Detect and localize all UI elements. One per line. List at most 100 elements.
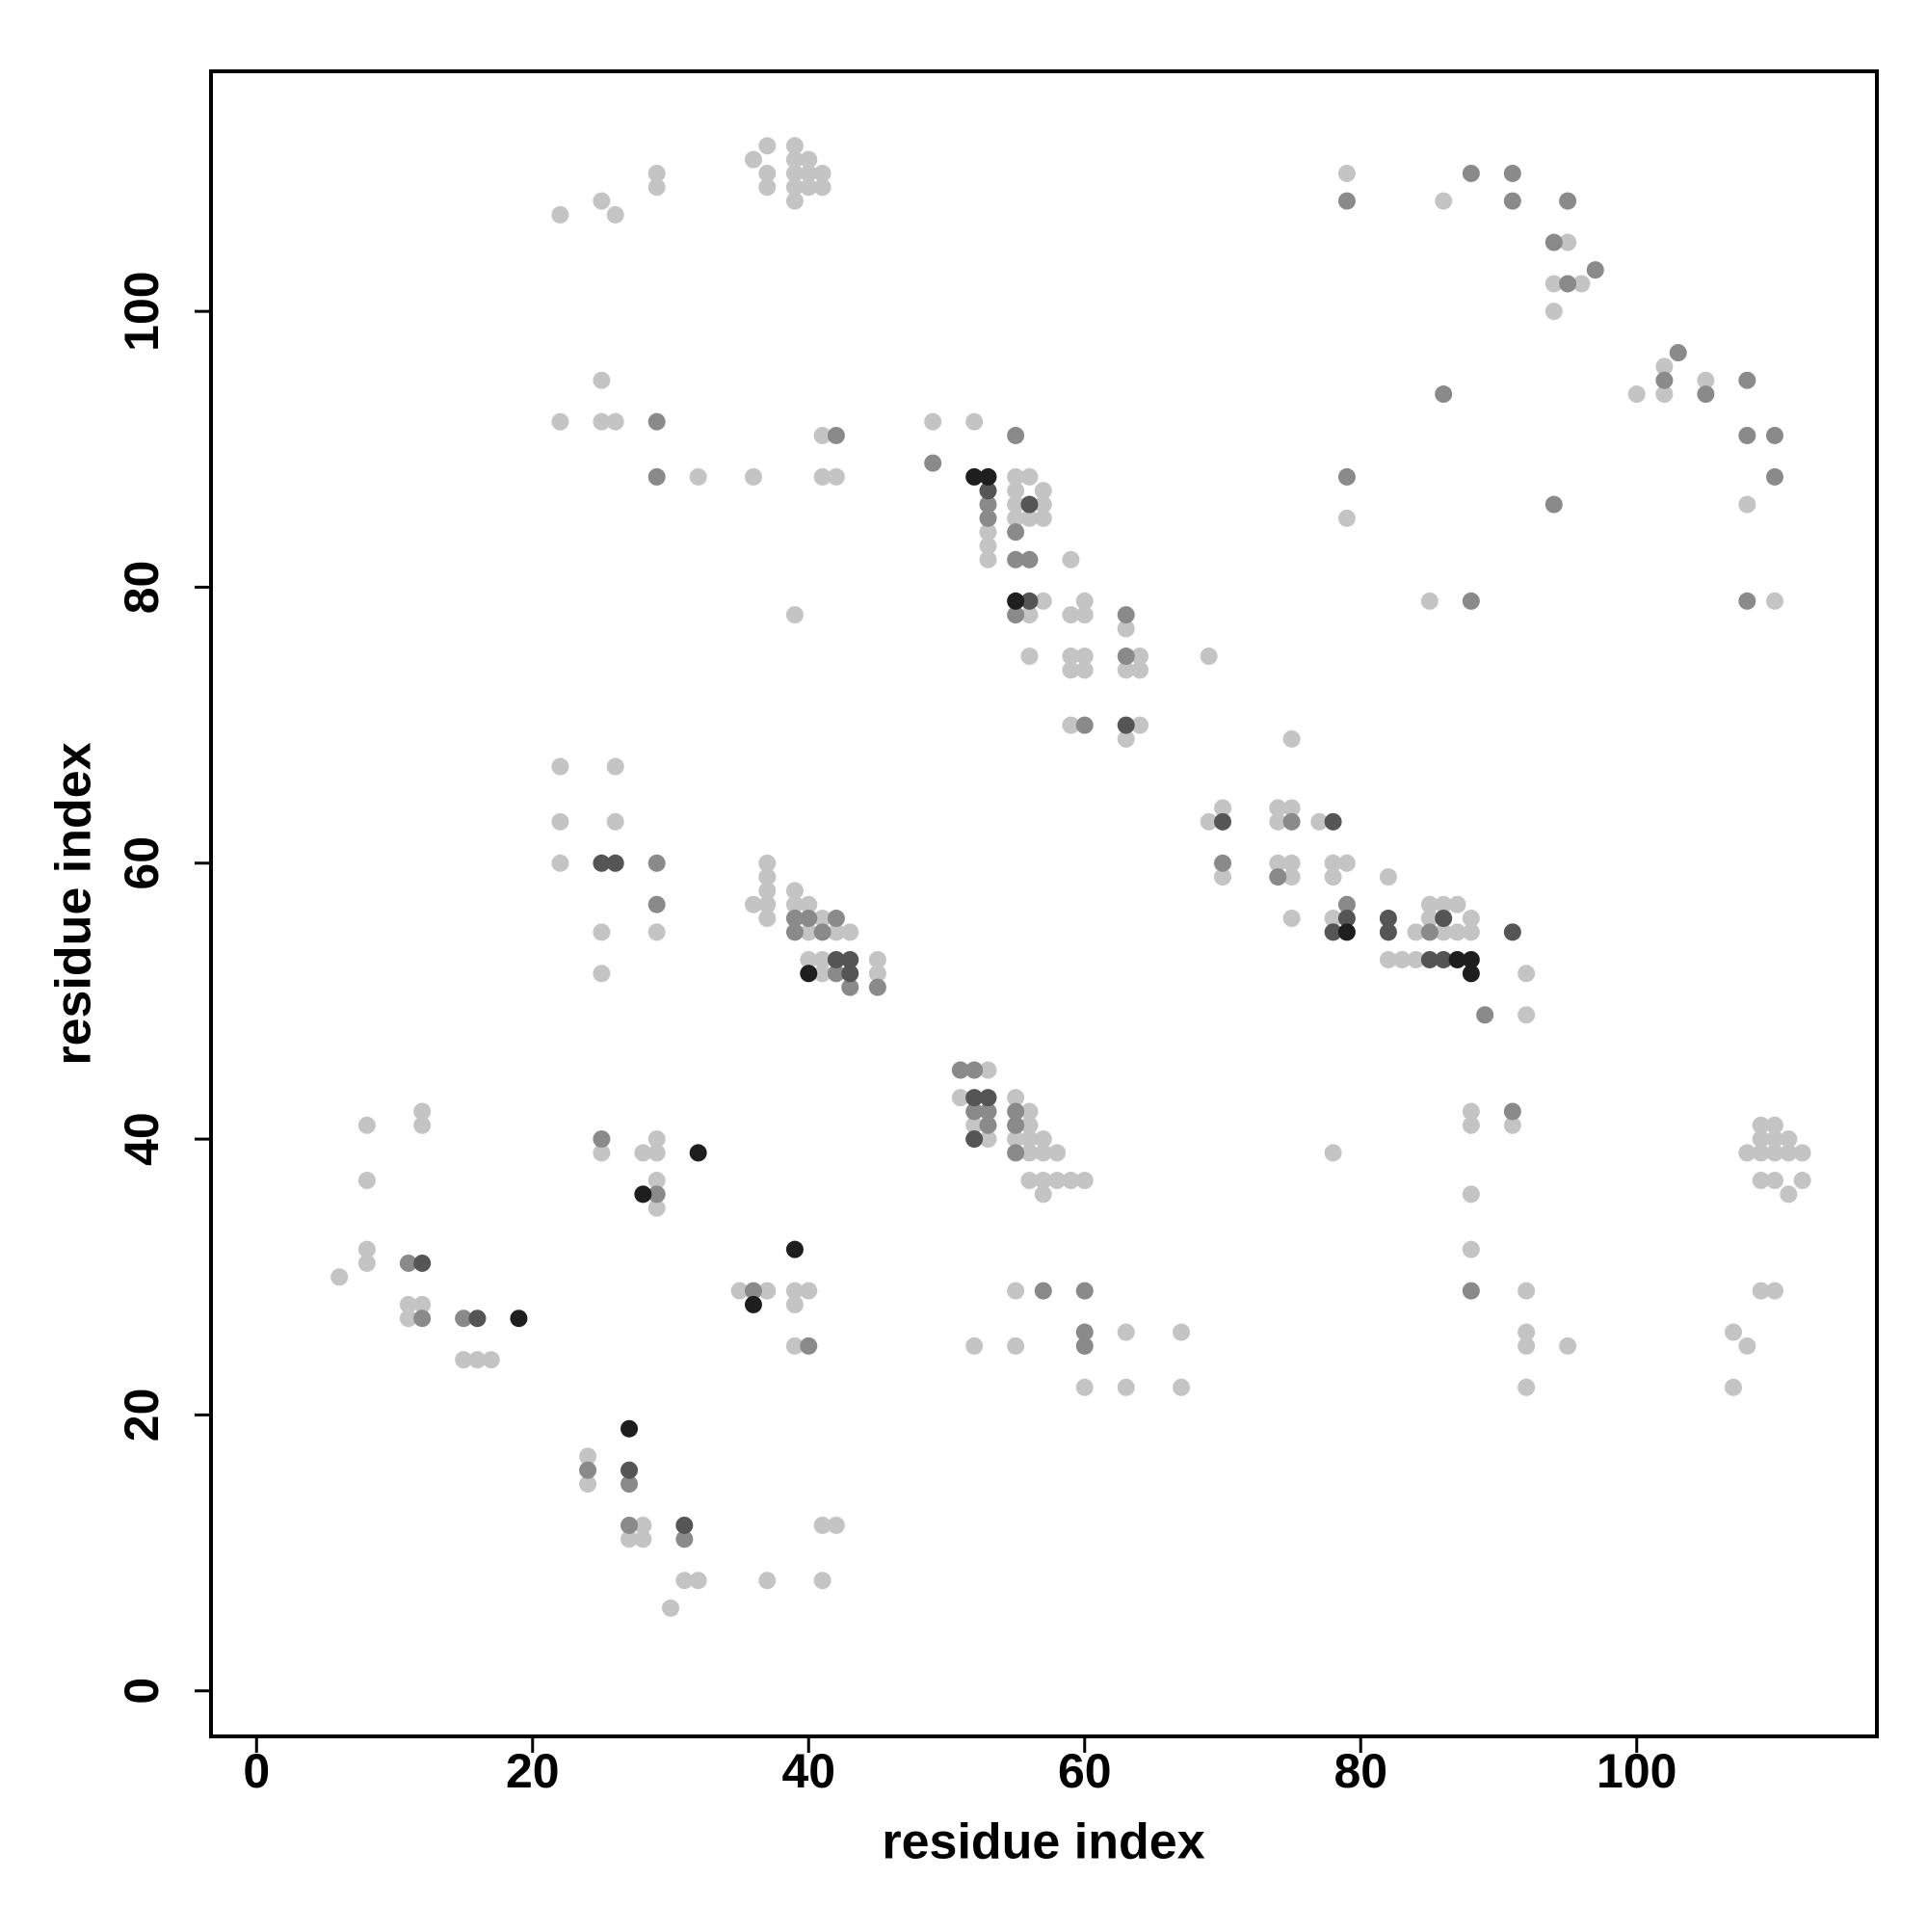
point [634, 1185, 652, 1204]
point [1282, 799, 1301, 817]
point [827, 467, 845, 486]
point [510, 1310, 528, 1328]
point [620, 1530, 639, 1548]
point [1559, 192, 1577, 210]
point [1337, 910, 1356, 928]
point [758, 854, 777, 872]
point [1462, 1282, 1480, 1300]
point [785, 1295, 804, 1313]
point [813, 923, 832, 941]
point [675, 1530, 694, 1548]
point [1007, 426, 1025, 444]
point [647, 164, 666, 182]
point [1503, 164, 1521, 182]
point [785, 192, 804, 210]
point [593, 192, 611, 210]
point [1559, 275, 1577, 293]
point [868, 950, 886, 968]
point [1131, 716, 1149, 734]
point [1793, 1172, 1811, 1190]
x-axis-title: residue index [882, 1814, 1204, 1870]
point [1765, 467, 1783, 486]
point [675, 1572, 694, 1590]
point [1034, 1130, 1052, 1149]
point [1007, 1144, 1025, 1162]
point [593, 923, 611, 941]
point [1518, 1378, 1536, 1396]
point [1214, 799, 1232, 817]
point [647, 467, 666, 486]
point [593, 371, 611, 389]
point [579, 1475, 597, 1494]
point [413, 1254, 432, 1272]
point [1214, 854, 1232, 872]
point [979, 1102, 997, 1121]
point [1337, 192, 1356, 210]
point [1131, 648, 1149, 666]
point [1725, 1378, 1743, 1396]
points [330, 137, 1811, 1617]
point [1765, 1144, 1783, 1162]
point [1765, 426, 1783, 444]
point [785, 606, 804, 624]
point [1752, 1130, 1770, 1149]
y-axis-title: residue index [46, 742, 102, 1065]
point [758, 910, 777, 928]
point [979, 550, 997, 569]
y-tick-label: 60 [115, 836, 169, 890]
point [813, 950, 832, 968]
point [579, 1447, 597, 1466]
point [1725, 1323, 1743, 1341]
point [1310, 812, 1329, 831]
point [785, 1337, 804, 1355]
point [1503, 1116, 1521, 1134]
point [634, 1530, 652, 1548]
point [1020, 1116, 1039, 1134]
x-tick-label: 40 [781, 1744, 835, 1798]
point [965, 412, 984, 431]
point [813, 426, 832, 444]
point [1117, 1378, 1135, 1396]
point [1034, 1172, 1052, 1190]
point [800, 910, 818, 928]
point [1020, 606, 1039, 624]
point [813, 467, 832, 486]
point [1752, 1144, 1770, 1162]
point [1034, 1144, 1052, 1162]
point [827, 910, 845, 928]
point [606, 205, 624, 224]
x-tick-label: 20 [506, 1744, 560, 1798]
point [965, 467, 984, 486]
point [1518, 965, 1536, 983]
point [1462, 965, 1480, 983]
point [1117, 648, 1135, 666]
point [1462, 923, 1480, 941]
point [758, 1282, 777, 1300]
point [1393, 950, 1412, 968]
point [1420, 950, 1439, 968]
point [1075, 1282, 1094, 1300]
point [1062, 550, 1080, 569]
point [482, 1351, 500, 1369]
point [1337, 923, 1356, 941]
y-tick-label: 100 [115, 271, 169, 351]
point [620, 1461, 639, 1479]
point [1503, 1102, 1521, 1121]
point [1462, 1116, 1480, 1134]
point [1020, 550, 1039, 569]
point [606, 757, 624, 776]
point [1075, 648, 1094, 666]
point [1007, 467, 1025, 486]
point [800, 965, 818, 983]
point [1173, 1323, 1191, 1341]
point [1020, 1130, 1039, 1149]
point [1282, 729, 1301, 748]
point [758, 882, 777, 900]
point [1462, 910, 1480, 928]
point [1034, 1282, 1052, 1300]
point [647, 1185, 666, 1204]
point [689, 1144, 707, 1162]
point [606, 812, 624, 831]
point [1765, 1282, 1783, 1300]
